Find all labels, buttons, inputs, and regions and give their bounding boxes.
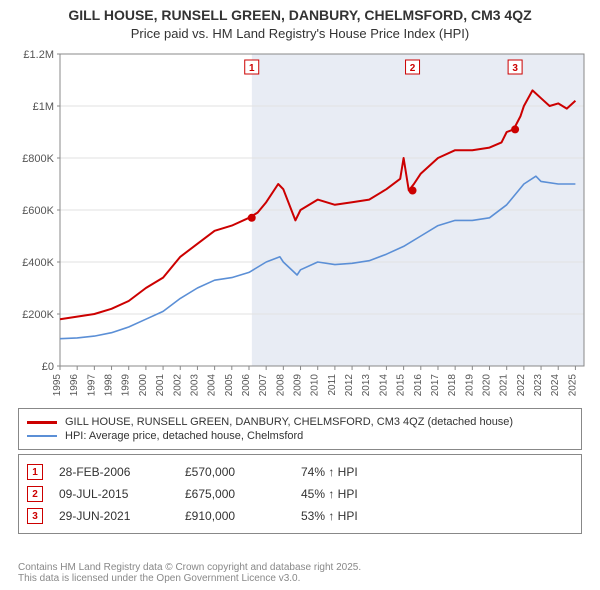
svg-text:2015: 2015 (396, 374, 407, 397)
sale-marker-icon: 1 (27, 464, 43, 480)
svg-text:2019: 2019 (464, 374, 475, 397)
svg-text:2002: 2002 (172, 374, 183, 397)
svg-text:1995: 1995 (52, 374, 63, 397)
svg-text:1998: 1998 (104, 374, 115, 397)
legend-label: GILL HOUSE, RUNSELL GREEN, DANBURY, CHEL… (65, 416, 513, 428)
svg-text:3: 3 (512, 63, 518, 74)
svg-text:£1.2M: £1.2M (23, 49, 54, 61)
sale-date: 29-JUN-2021 (59, 509, 169, 523)
chart-title-line2: Price paid vs. HM Land Registry's House … (0, 25, 600, 43)
svg-text:2023: 2023 (533, 374, 544, 397)
sale-price: £675,000 (185, 487, 285, 501)
svg-text:2021: 2021 (499, 374, 510, 397)
svg-text:2009: 2009 (293, 374, 304, 397)
sale-date: 09-JUL-2015 (59, 487, 169, 501)
svg-text:£800K: £800K (22, 153, 54, 165)
svg-text:2011: 2011 (327, 374, 338, 396)
svg-text:2025: 2025 (567, 374, 578, 397)
svg-text:2016: 2016 (413, 374, 424, 397)
svg-text:2017: 2017 (430, 374, 441, 397)
svg-text:2003: 2003 (189, 374, 200, 397)
sale-price: £910,000 (185, 509, 285, 523)
sale-pct: 74% ↑ HPI (301, 465, 421, 479)
svg-text:2014: 2014 (378, 374, 389, 397)
svg-text:2004: 2004 (207, 374, 218, 397)
sale-date: 28-FEB-2006 (59, 465, 169, 479)
svg-text:1997: 1997 (86, 374, 97, 397)
svg-text:2000: 2000 (138, 374, 149, 397)
chart-svg: £0 £200K £400K £600K £800K £1M £1.2M 1995 1996 19… (16, 48, 590, 398)
legend-swatch (27, 421, 57, 424)
sale-marker-icon: 3 (27, 508, 43, 524)
svg-text:2005: 2005 (224, 374, 235, 397)
sale-price: £570,000 (185, 465, 285, 479)
svg-text:1999: 1999 (121, 374, 132, 397)
svg-text:2010: 2010 (310, 374, 321, 397)
svg-text:2008: 2008 (275, 374, 286, 397)
svg-text:2: 2 (410, 63, 416, 74)
svg-text:2020: 2020 (482, 374, 493, 397)
svg-text:2013: 2013 (361, 374, 372, 397)
chart-title-line1: GILL HOUSE, RUNSELL GREEN, DANBURY, CHEL… (0, 6, 600, 25)
svg-text:2007: 2007 (258, 374, 269, 397)
legend-label: HPI: Average price, detached house, Chel… (65, 430, 303, 442)
sale-pct: 53% ↑ HPI (301, 509, 421, 523)
sale-row: 2 09-JUL-2015 £675,000 45% ↑ HPI (27, 483, 573, 505)
footnote: Contains HM Land Registry data © Crown c… (18, 562, 361, 584)
svg-text:2001: 2001 (155, 374, 166, 397)
svg-text:1: 1 (249, 63, 255, 74)
svg-text:£200K: £200K (22, 309, 54, 321)
svg-text:2022: 2022 (516, 374, 527, 397)
sale-row: 1 28-FEB-2006 £570,000 74% ↑ HPI (27, 461, 573, 483)
sales-box: 1 28-FEB-2006 £570,000 74% ↑ HPI 2 09-JU… (18, 454, 582, 534)
chart-title-block: GILL HOUSE, RUNSELL GREEN, DANBURY, CHEL… (0, 0, 600, 42)
legend-swatch (27, 435, 57, 437)
sale-marker-icon: 2 (27, 486, 43, 502)
svg-text:2012: 2012 (344, 374, 355, 397)
svg-text:£600K: £600K (22, 205, 54, 217)
svg-text:£400K: £400K (22, 257, 54, 269)
svg-text:2024: 2024 (550, 374, 561, 397)
sale-row: 3 29-JUN-2021 £910,000 53% ↑ HPI (27, 505, 573, 527)
svg-text:1996: 1996 (69, 374, 80, 397)
svg-text:£1M: £1M (33, 101, 54, 113)
svg-text:2006: 2006 (241, 374, 252, 397)
legend-row: HPI: Average price, detached house, Chel… (27, 429, 573, 443)
legend-row: GILL HOUSE, RUNSELL GREEN, DANBURY, CHEL… (27, 415, 573, 429)
legend-box: GILL HOUSE, RUNSELL GREEN, DANBURY, CHEL… (18, 408, 582, 450)
sale-pct: 45% ↑ HPI (301, 487, 421, 501)
chart-area: £0 £200K £400K £600K £800K £1M £1.2M 1995 1996 19… (16, 48, 590, 398)
svg-text:£0: £0 (42, 361, 54, 373)
svg-text:2018: 2018 (447, 374, 458, 397)
